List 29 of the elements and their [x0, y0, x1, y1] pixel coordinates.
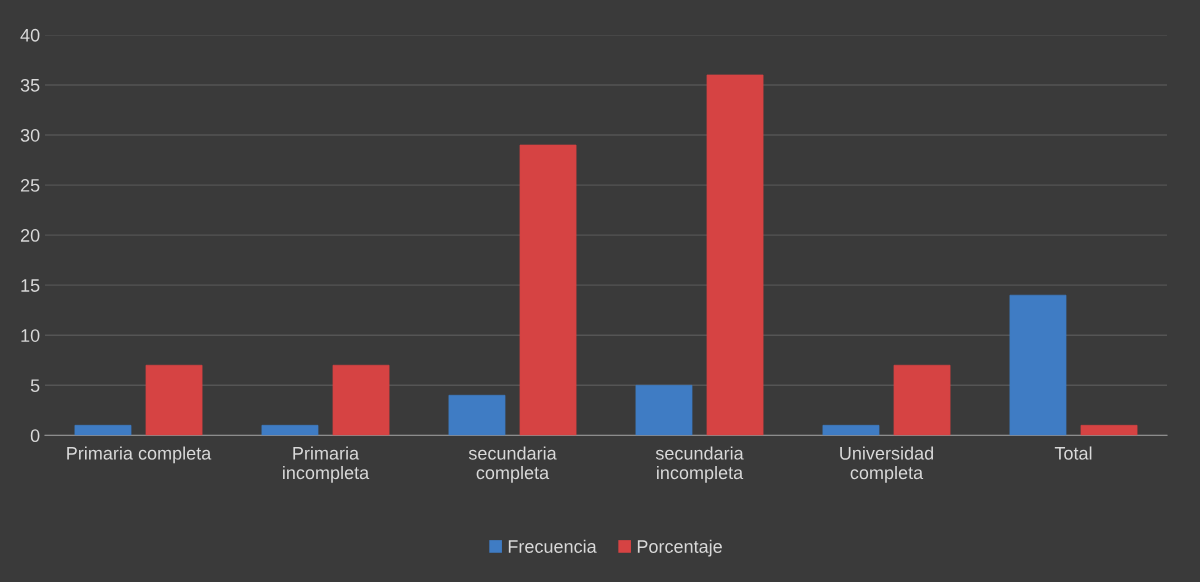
- y-tick-label: 10: [21, 329, 40, 342]
- y-tick-label: 20: [20, 229, 40, 242]
- bar: [448, 394, 506, 436]
- bar: [74, 424, 132, 436]
- legend-label: Frecuencia: [508, 539, 597, 553]
- y-tick-label: 5: [30, 379, 40, 392]
- bar: [706, 74, 764, 436]
- y-tick-label: 25: [20, 179, 40, 192]
- x-tick-label: secundaria completa: [468, 446, 557, 483]
- y-tick-label: 15: [21, 279, 40, 292]
- y-tick-label: 35: [20, 78, 40, 92]
- bar: [1009, 294, 1067, 436]
- bar: [822, 424, 880, 436]
- bar: [145, 364, 203, 436]
- bar: [332, 364, 390, 436]
- x-tick-label: Total: [1054, 446, 1092, 460]
- y-tick-label: 40: [20, 28, 40, 42]
- x-tick-label: secundaria incompleta: [655, 446, 744, 483]
- bar: [635, 384, 693, 436]
- legend-label: Porcentaje: [637, 539, 722, 557]
- bar: [261, 424, 319, 436]
- y-tick-label: 0: [30, 429, 40, 443]
- bar: [519, 144, 577, 436]
- bar: [1080, 424, 1138, 436]
- y-tick-label: 30: [20, 128, 40, 142]
- x-tick-label: Universidad completa: [840, 446, 934, 483]
- x-tick-label: Primaria completa: [67, 446, 212, 464]
- bar: [893, 364, 951, 436]
- x-tick-label: Primaria incompleta: [283, 446, 370, 483]
